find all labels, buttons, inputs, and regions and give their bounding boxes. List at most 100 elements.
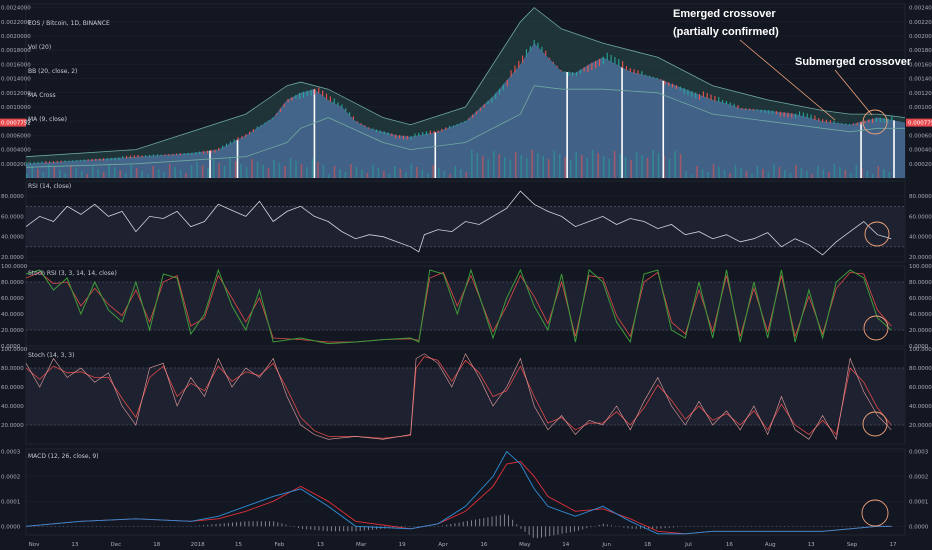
- macd-histogram-bar: [734, 526, 736, 527]
- volume-bar: [212, 160, 215, 178]
- y-tick-label-left: 100.0000: [1, 264, 28, 270]
- x-tick-label: 18: [153, 542, 160, 548]
- candle: [698, 94, 701, 100]
- candle: [245, 134, 247, 137]
- x-tick-label: 18: [644, 542, 651, 548]
- candle: [737, 105, 739, 109]
- stoch-rsi-legend[interactable]: Stoch RSI (3, 3, 14, 14, close): [28, 270, 117, 277]
- bollinger-band-fill: [26, 7, 905, 168]
- candle: [591, 62, 593, 70]
- candle: [714, 95, 716, 102]
- volume-bar: [811, 174, 814, 178]
- candle: [622, 61, 624, 69]
- candle: [633, 69, 635, 74]
- macd-histogram-bar: [672, 526, 674, 528]
- candle: [83, 159, 85, 162]
- main-legend: EOS / Bitcoin, 1D, BINANCE Vol (20) BB (…: [28, 4, 110, 132]
- candle: [118, 157, 120, 160]
- candle: [575, 72, 578, 77]
- macd-histogram-bar: [38, 526, 40, 527]
- candle: [122, 156, 124, 159]
- macd-histogram-bar: [199, 525, 200, 527]
- candle: [29, 162, 31, 165]
- legend-symbol[interactable]: EOS / Bitcoin, 1D, BINANCE: [28, 20, 110, 27]
- macd-histogram-bar: [409, 526, 411, 527]
- y-tick-label: 0.0014000: [909, 77, 932, 83]
- rsi-legend[interactable]: RSI (14, close): [28, 183, 72, 190]
- volume-bar: [361, 170, 363, 178]
- legend-bollinger[interactable]: BB (20, close, 2): [28, 68, 78, 75]
- macd-histogram-bar: [281, 523, 283, 527]
- macd-histogram-bar: [79, 526, 81, 527]
- macd-histogram-bar: [726, 526, 728, 527]
- y-tick-label: 0.0006000: [909, 133, 932, 139]
- candle: [79, 159, 81, 162]
- volume-bar: [800, 168, 803, 178]
- volume-bar: [789, 173, 792, 178]
- macd-histogram-bar: [372, 526, 374, 530]
- candle: [210, 150, 212, 153]
- candle: [748, 108, 751, 111]
- candle: [206, 150, 208, 154]
- candle: [872, 118, 874, 124]
- volume-bar: [251, 159, 253, 178]
- macd-histogram-bar: [586, 526, 588, 529]
- macd-histogram-bar: [850, 526, 851, 527]
- macd-histogram-bar: [120, 526, 122, 527]
- y-tick-label: 0.0016000: [909, 62, 932, 68]
- macd-histogram-bar: [116, 526, 118, 527]
- candle: [329, 96, 331, 102]
- candle: [187, 152, 189, 155]
- candle: [399, 135, 401, 139]
- candle: [125, 155, 128, 159]
- legend-ma-cross[interactable]: MA Cross: [28, 92, 56, 99]
- legend-volume[interactable]: Vol (20): [28, 44, 52, 51]
- candle: [806, 113, 808, 119]
- macd-histogram-bar: [124, 526, 126, 527]
- y-tick-label-left: 0.0004000: [1, 148, 31, 154]
- candle: [318, 87, 320, 94]
- legend-ma[interactable]: MA (9, close): [28, 116, 67, 123]
- y-tick-label-left: 0.0001: [1, 499, 20, 505]
- candle: [441, 128, 443, 132]
- macd-histogram-bar: [784, 526, 786, 527]
- macd-histogram-bar: [574, 526, 575, 532]
- candle: [499, 88, 501, 95]
- x-tick-label: Jul: [684, 542, 692, 548]
- volume-bar: [311, 159, 314, 178]
- macd-histogram-bar: [541, 526, 542, 538]
- y-tick-label: 0.0020000: [909, 34, 932, 40]
- stoch-legend[interactable]: Stoch (14, 3, 3): [28, 352, 75, 359]
- volume-bar: [498, 154, 501, 178]
- volume-bar: [514, 152, 517, 178]
- candle: [775, 111, 777, 115]
- macd-histogram-bar: [236, 522, 238, 527]
- volume-bar: [586, 158, 588, 178]
- volume-bar: [723, 170, 726, 178]
- macd-histogram-bar: [751, 526, 753, 527]
- candle: [879, 117, 881, 122]
- macd-histogram-bar: [627, 526, 629, 529]
- candle: [468, 118, 470, 120]
- volume-bar: [97, 169, 100, 178]
- macd-histogram-bar: [96, 526, 97, 527]
- y-tick-label: 0.0000: [909, 524, 929, 530]
- y-tick-label-left: 0.0022000: [1, 20, 31, 26]
- macd-histogram-bar: [137, 526, 139, 527]
- macd-histogram-bar: [677, 526, 678, 528]
- macd-histogram-bar: [166, 526, 167, 527]
- macd-histogram-bar: [578, 526, 580, 531]
- macd-legend[interactable]: MACD (12, 26, close, 9): [28, 453, 99, 460]
- candle: [802, 112, 804, 118]
- volume-bar: [245, 167, 248, 178]
- candle: [679, 86, 681, 91]
- macd-histogram-bar: [161, 526, 163, 527]
- macd-histogram-bar: [458, 522, 460, 527]
- volume-bar: [141, 171, 143, 178]
- volume-bar: [745, 171, 748, 178]
- x-tick-label: 16: [480, 542, 487, 548]
- volume-bar: [707, 172, 709, 178]
- macd-histogram-bar: [660, 526, 662, 529]
- volume-bar: [652, 150, 654, 178]
